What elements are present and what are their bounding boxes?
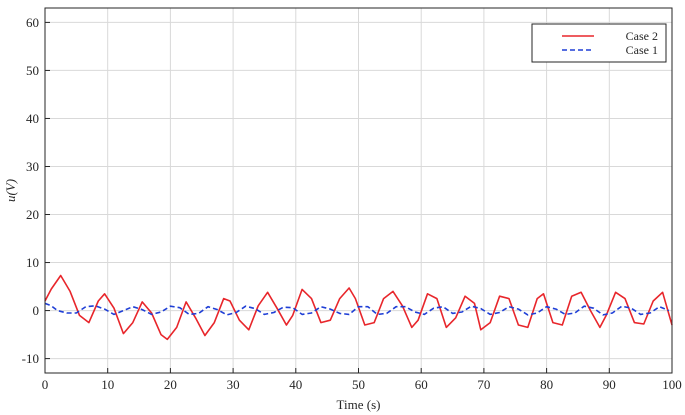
legend-box — [531, 23, 667, 63]
y-axis-label: u(V) — [3, 179, 18, 202]
grid — [44, 8, 673, 373]
x-tick-label: 80 — [540, 377, 553, 392]
y-tick-label: 20 — [26, 207, 39, 222]
y-axis-ticks: -10 0 10 20 30 40 50 60 — [22, 15, 50, 366]
x-tick-label: 50 — [352, 377, 365, 392]
x-tick-label: 10 — [101, 377, 114, 392]
y-tick-label: 10 — [26, 255, 39, 270]
legend-label-2: Case 1 — [626, 43, 658, 57]
x-tick-label: 30 — [227, 377, 240, 392]
y-tick-label: 60 — [26, 15, 39, 30]
x-tick-label: 40 — [289, 377, 302, 392]
x-tick-label: 60 — [415, 377, 428, 392]
legend-label-1: Case 2 — [626, 29, 658, 43]
x-tick-label: 100 — [662, 377, 682, 392]
x-tick-label: 0 — [42, 377, 49, 392]
series-line-2 — [44, 302, 670, 316]
y-tick-label: 0 — [33, 303, 40, 318]
x-tick-label: 20 — [164, 377, 177, 392]
y-tick-label: 40 — [26, 111, 39, 126]
x-axis-ticks: 0 10 20 30 40 50 60 70 80 90 100 — [42, 368, 682, 392]
x-tick-label: 70 — [477, 377, 490, 392]
series-lines — [44, 274, 673, 341]
x-axis-label: Time (s) — [337, 397, 381, 412]
y-tick-label: 30 — [26, 159, 39, 174]
series-line-1 — [44, 274, 673, 341]
y-tick-label: -10 — [22, 351, 39, 366]
x-tick-label: 90 — [603, 377, 616, 392]
y-tick-label: 50 — [26, 63, 39, 78]
